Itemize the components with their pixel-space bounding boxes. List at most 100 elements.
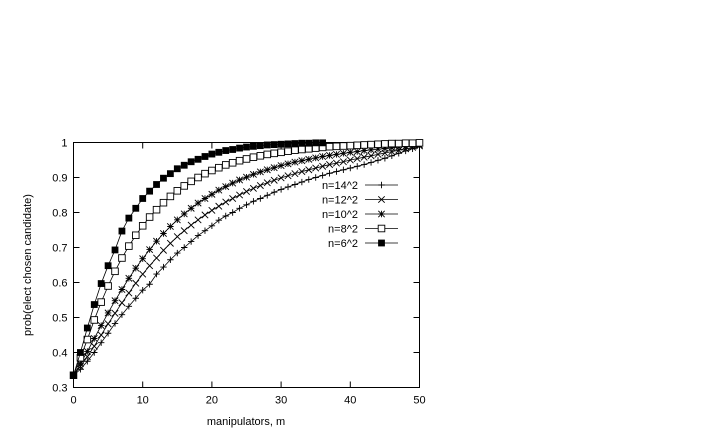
legend-entry: n=10^2 — [322, 209, 398, 221]
data-point — [332, 142, 341, 151]
data-point — [236, 176, 244, 184]
data-point — [132, 264, 140, 272]
data-point — [284, 140, 292, 148]
legend-marker — [377, 195, 386, 204]
data-point — [270, 141, 278, 148]
x-tick-label: 10 — [137, 395, 149, 407]
data-point — [146, 281, 153, 288]
data-point — [319, 162, 327, 170]
data-point — [83, 324, 91, 332]
x-tick-label: 20 — [206, 395, 218, 407]
data-point — [312, 139, 320, 147]
legend-marker — [378, 181, 385, 189]
data-point — [166, 170, 174, 178]
data-point — [250, 198, 257, 205]
series-3 — [69, 141, 424, 379]
data-point — [84, 358, 91, 365]
data-point — [367, 159, 375, 166]
series-2 — [69, 142, 424, 379]
data-point — [159, 198, 168, 207]
data-point — [408, 139, 417, 147]
data-point — [354, 163, 361, 170]
legend-entry: n=6^2 — [328, 238, 398, 250]
data-point — [256, 182, 264, 190]
data-point — [339, 142, 348, 150]
data-point — [367, 152, 375, 160]
data-point — [201, 194, 209, 203]
legend-label: n=10^2 — [322, 209, 358, 221]
data-point — [118, 254, 126, 262]
y-tick-label: 0.6 — [52, 278, 67, 290]
data-point — [111, 309, 119, 317]
data-point — [236, 191, 244, 199]
data-point — [180, 227, 188, 235]
data-point — [90, 301, 98, 308]
data-point — [194, 216, 202, 224]
legend-entry: n=12^2 — [322, 195, 398, 207]
data-point — [319, 152, 327, 161]
data-point — [277, 140, 285, 148]
data-point — [70, 371, 77, 379]
data-point — [298, 145, 306, 154]
data-point — [104, 330, 112, 337]
data-point — [284, 183, 292, 191]
data-point — [159, 229, 167, 238]
data-point — [222, 198, 230, 206]
data-point — [118, 299, 126, 307]
x-tick-label: 50 — [413, 395, 425, 407]
y-tick-label: 0.9 — [52, 173, 67, 185]
data-point — [277, 162, 285, 170]
data-point — [229, 209, 236, 216]
data-point — [118, 227, 126, 235]
data-point — [160, 174, 167, 182]
data-point — [298, 168, 306, 176]
data-point — [360, 141, 368, 149]
data-point — [415, 139, 424, 147]
y-tick-label: 0.4 — [52, 348, 67, 360]
data-point — [374, 157, 382, 164]
data-point — [312, 164, 320, 172]
data-point — [325, 142, 334, 151]
data-point — [284, 160, 292, 168]
x-tick-label: 0 — [70, 395, 76, 407]
data-point — [77, 349, 84, 356]
data-point — [229, 146, 237, 153]
data-point — [111, 320, 119, 327]
data-point — [263, 150, 272, 159]
data-point — [298, 157, 306, 165]
data-point — [83, 347, 91, 355]
data-point — [236, 205, 243, 212]
data-point — [146, 246, 154, 254]
data-point — [319, 172, 326, 179]
data-point — [125, 274, 133, 282]
data-point — [242, 187, 251, 196]
data-point — [111, 267, 119, 276]
series-1 — [70, 142, 423, 379]
data-point — [270, 176, 278, 184]
data-point — [381, 144, 389, 152]
data-point — [270, 149, 278, 158]
data-point — [256, 152, 265, 160]
x-tick-label: 30 — [275, 395, 287, 407]
data-point — [208, 150, 216, 158]
data-point — [132, 279, 140, 287]
data-point — [229, 179, 237, 187]
y-tick-label: 0.3 — [52, 383, 67, 395]
data-point — [194, 199, 202, 207]
data-point — [173, 216, 181, 224]
data-point — [305, 139, 313, 147]
data-point — [166, 222, 174, 231]
data-point — [291, 181, 299, 188]
data-point — [270, 189, 278, 196]
data-point — [159, 246, 167, 254]
data-point — [125, 303, 133, 310]
data-point — [332, 150, 340, 158]
data-point — [187, 204, 195, 212]
data-point — [347, 164, 354, 172]
data-point — [353, 141, 361, 150]
data-point — [118, 311, 126, 318]
data-point — [215, 217, 223, 224]
data-point — [201, 227, 209, 234]
legend-label: n=6^2 — [328, 238, 358, 250]
